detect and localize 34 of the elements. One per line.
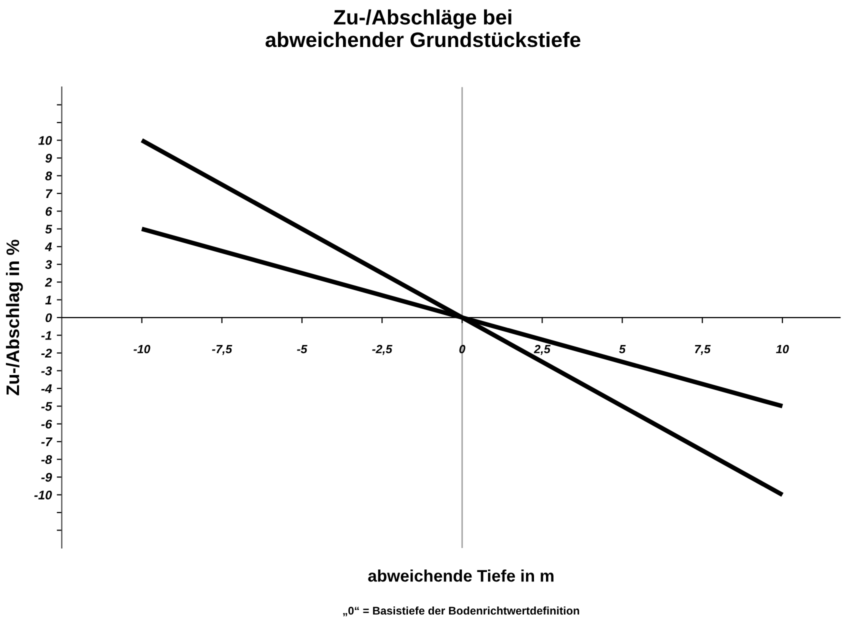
y-tick-label: 4 [44, 242, 52, 252]
y-tick-label: -4 [41, 384, 52, 393]
y-tick-label: -1 [41, 331, 52, 340]
x-tick-label: -5 [297, 345, 308, 354]
y-tick-label: -8 [41, 455, 52, 464]
y-tick-label: -7 [41, 438, 53, 446]
y-tick-label: -5 [41, 402, 52, 411]
y-tick-label: -3 [41, 366, 52, 376]
x-tick-label: -10 [134, 344, 150, 354]
y-axis-title: Zu-/Abschlag in % [6, 240, 23, 396]
y-tick-label: 8 [45, 172, 52, 180]
x-tick-label: 5 [619, 345, 626, 354]
x-tick-label: -2,5 [372, 344, 392, 355]
x-tick-label: 0 [459, 344, 466, 354]
chart-title: Zu-/Abschläge bei abweichender Grundstückstiefe [266, 9, 580, 48]
y-tick-label: -10 [34, 490, 52, 500]
y-tick-label: 3 [45, 260, 52, 269]
y-tick-label: 1 [45, 296, 52, 304]
x-tick-label: 7,5 [694, 345, 711, 355]
y-tick-label: -2 [41, 348, 52, 358]
y-tick-label: 10 [38, 136, 52, 145]
x-tick-label: 10 [776, 344, 789, 354]
x-axis-title: abweichende Tiefe in m [368, 569, 554, 582]
y-tick-label: 5 [45, 224, 52, 234]
x-tick-label: -7,5 [212, 345, 232, 355]
y-tick-label: 2 [44, 278, 52, 287]
x-tick-label: 2,5 [534, 344, 551, 355]
y-tick-label: 9 [45, 154, 52, 163]
y-tick-label: 6 [46, 206, 52, 216]
y-tick-label: -9 [41, 472, 52, 482]
y-tick-label: 7 [46, 189, 53, 198]
y-tick-label: 0 [46, 313, 52, 322]
text: „0“ = Basistiefe der Bodenrichtwertdefinition [343, 606, 580, 616]
y-tick-label: -6 [41, 420, 52, 429]
